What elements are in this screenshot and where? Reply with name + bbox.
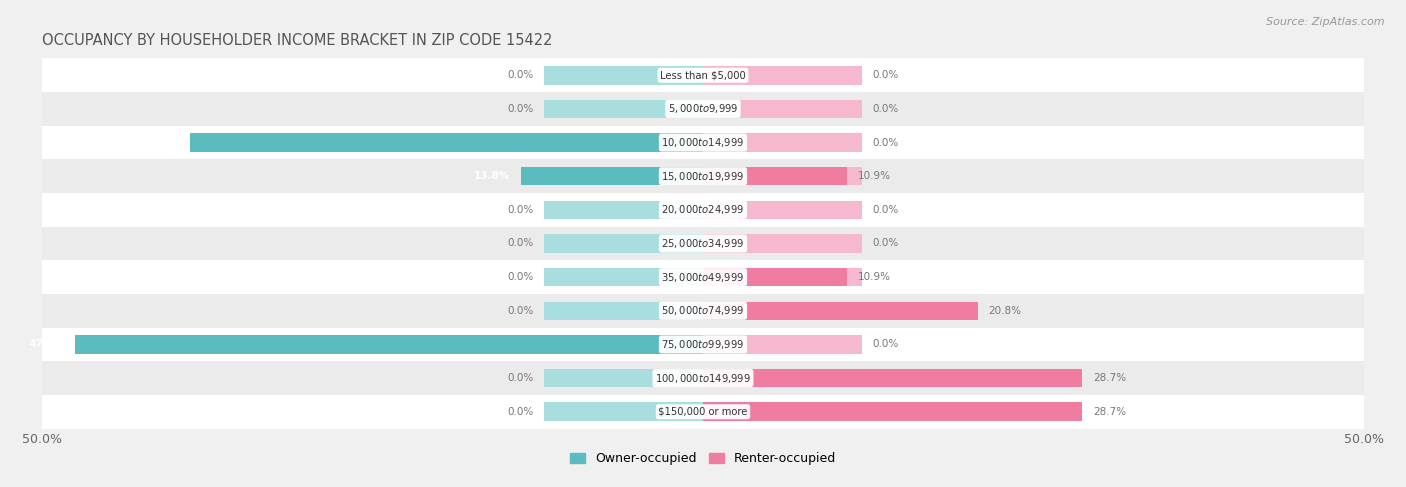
- Bar: [703, 335, 862, 354]
- Bar: [76, 335, 703, 354]
- Bar: [42, 226, 1364, 261]
- Bar: [544, 201, 703, 219]
- Text: OCCUPANCY BY HOUSEHOLDER INCOME BRACKET IN ZIP CODE 15422: OCCUPANCY BY HOUSEHOLDER INCOME BRACKET …: [42, 33, 553, 48]
- Text: 0.0%: 0.0%: [508, 407, 534, 417]
- Text: 0.0%: 0.0%: [508, 239, 534, 248]
- Bar: [544, 301, 703, 320]
- Text: 0.0%: 0.0%: [872, 137, 898, 148]
- Text: 0.0%: 0.0%: [508, 70, 534, 80]
- Text: 47.5%: 47.5%: [28, 339, 65, 350]
- Text: Source: ZipAtlas.com: Source: ZipAtlas.com: [1267, 17, 1385, 27]
- Bar: [703, 268, 846, 286]
- Text: 0.0%: 0.0%: [508, 104, 534, 114]
- Bar: [42, 361, 1364, 395]
- Bar: [703, 301, 862, 320]
- Text: $25,000 to $34,999: $25,000 to $34,999: [661, 237, 745, 250]
- Bar: [544, 167, 703, 186]
- Bar: [544, 234, 703, 253]
- Text: 28.7%: 28.7%: [1092, 407, 1126, 417]
- Legend: Owner-occupied, Renter-occupied: Owner-occupied, Renter-occupied: [565, 448, 841, 470]
- Bar: [703, 268, 862, 286]
- Bar: [42, 58, 1364, 92]
- Bar: [703, 201, 862, 219]
- Bar: [544, 100, 703, 118]
- Text: 0.0%: 0.0%: [508, 373, 534, 383]
- Bar: [42, 395, 1364, 429]
- Bar: [703, 402, 1083, 421]
- Bar: [42, 92, 1364, 126]
- Bar: [42, 193, 1364, 226]
- Bar: [703, 301, 979, 320]
- Bar: [703, 369, 862, 387]
- Text: $150,000 or more: $150,000 or more: [658, 407, 748, 417]
- Bar: [703, 369, 1083, 387]
- Bar: [42, 126, 1364, 159]
- Text: 13.8%: 13.8%: [474, 171, 510, 181]
- Text: 0.0%: 0.0%: [872, 339, 898, 350]
- Text: $75,000 to $99,999: $75,000 to $99,999: [661, 338, 745, 351]
- Bar: [544, 335, 703, 354]
- Text: 10.9%: 10.9%: [858, 272, 890, 282]
- Bar: [42, 294, 1364, 328]
- Text: $20,000 to $24,999: $20,000 to $24,999: [661, 204, 745, 216]
- Bar: [544, 369, 703, 387]
- Text: $10,000 to $14,999: $10,000 to $14,999: [661, 136, 745, 149]
- Text: 0.0%: 0.0%: [508, 306, 534, 316]
- Text: $5,000 to $9,999: $5,000 to $9,999: [668, 102, 738, 115]
- Bar: [42, 261, 1364, 294]
- Bar: [190, 133, 703, 152]
- Bar: [703, 167, 846, 186]
- Bar: [703, 133, 862, 152]
- Text: 38.8%: 38.8%: [143, 137, 180, 148]
- Text: 0.0%: 0.0%: [872, 239, 898, 248]
- Text: 0.0%: 0.0%: [508, 205, 534, 215]
- Bar: [544, 268, 703, 286]
- Text: 28.7%: 28.7%: [1092, 373, 1126, 383]
- Text: 0.0%: 0.0%: [872, 70, 898, 80]
- Bar: [544, 133, 703, 152]
- Bar: [703, 66, 862, 85]
- Bar: [544, 402, 703, 421]
- Bar: [520, 167, 703, 186]
- Text: $15,000 to $19,999: $15,000 to $19,999: [661, 169, 745, 183]
- Bar: [544, 66, 703, 85]
- Text: 0.0%: 0.0%: [872, 104, 898, 114]
- Text: $50,000 to $74,999: $50,000 to $74,999: [661, 304, 745, 318]
- Text: 0.0%: 0.0%: [508, 272, 534, 282]
- Bar: [42, 328, 1364, 361]
- Text: Less than $5,000: Less than $5,000: [661, 70, 745, 80]
- Bar: [42, 159, 1364, 193]
- Bar: [703, 234, 862, 253]
- Text: 10.9%: 10.9%: [858, 171, 890, 181]
- Bar: [703, 167, 862, 186]
- Bar: [703, 100, 862, 118]
- Text: $35,000 to $49,999: $35,000 to $49,999: [661, 271, 745, 283]
- Text: $100,000 to $149,999: $100,000 to $149,999: [655, 372, 751, 385]
- Bar: [703, 402, 862, 421]
- Text: 20.8%: 20.8%: [988, 306, 1022, 316]
- Text: 0.0%: 0.0%: [872, 205, 898, 215]
